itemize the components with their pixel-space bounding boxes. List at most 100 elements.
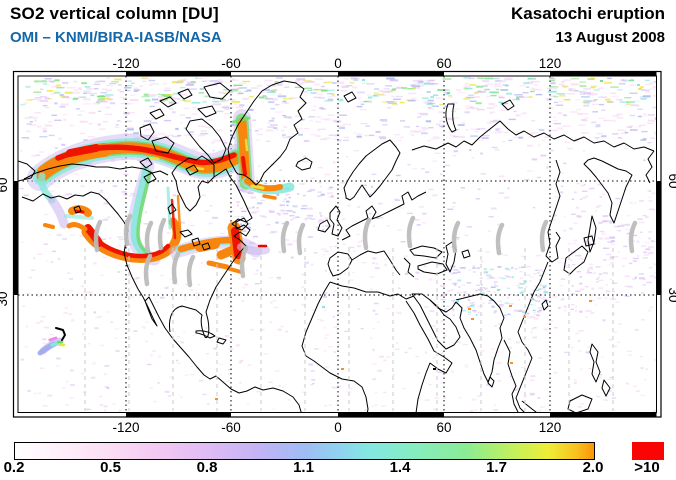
noise-speck — [521, 366, 526, 369]
noise-speck — [624, 285, 631, 287]
noise-speck — [537, 397, 541, 399]
noise-speck — [239, 104, 245, 107]
noise-speck — [121, 190, 127, 193]
noise-speck — [303, 80, 312, 82]
noise-speck — [630, 84, 637, 86]
noise-speck — [591, 103, 599, 106]
noise-speck — [552, 116, 556, 119]
noise-speck — [276, 276, 282, 279]
noise-speck — [488, 216, 494, 218]
noise-speck — [56, 87, 65, 89]
noise-speck — [147, 363, 152, 366]
noise-speck — [448, 95, 452, 97]
noise-speck — [542, 296, 545, 299]
coastline-path — [301, 281, 369, 413]
noise-speck — [476, 128, 481, 130]
noise-speck — [553, 101, 559, 104]
noise-speck — [321, 225, 325, 227]
noise-speck — [311, 89, 319, 91]
noise-speck — [157, 382, 160, 384]
noise-speck — [397, 312, 402, 314]
noise-speck — [295, 216, 300, 218]
noise-speck — [442, 78, 452, 80]
noise-speck — [57, 257, 61, 260]
noise-speck — [236, 87, 240, 90]
noise-speck — [544, 291, 549, 293]
noise-speck — [428, 278, 433, 281]
noise-speck — [378, 90, 383, 92]
noise-speck — [570, 83, 578, 86]
noise-speck — [566, 93, 576, 95]
noise-speck — [106, 84, 114, 87]
noise-speck — [313, 252, 318, 254]
noise-speck — [437, 89, 446, 91]
noise-speck — [650, 306, 653, 309]
noise-speck — [486, 121, 493, 124]
noise-speck — [463, 291, 467, 294]
colorbar-tick-label: 0.2 — [3, 459, 25, 476]
coastline-path — [201, 242, 211, 251]
noise-speck — [209, 80, 219, 82]
noise-speck — [516, 98, 521, 101]
noise-speck — [289, 215, 295, 217]
noise-speck — [604, 81, 612, 84]
noise-speck — [223, 92, 227, 95]
noise-speck — [560, 278, 566, 280]
noise-speck — [106, 77, 110, 79]
noise-speck — [322, 254, 325, 256]
noise-speck — [583, 105, 590, 107]
noise-speck — [369, 212, 372, 215]
noise-speck — [43, 127, 47, 130]
data-gap-streak — [144, 220, 154, 254]
noise-speck — [169, 102, 179, 105]
noise-speck — [653, 131, 657, 133]
noise-speck — [42, 405, 48, 407]
noise-speck — [29, 121, 33, 123]
y-axis-label-left: 60 — [0, 177, 10, 192]
noise-speck — [186, 81, 196, 84]
so2-plume-stroke — [64, 214, 94, 220]
noise-speck — [218, 79, 222, 81]
noise-speck — [612, 114, 620, 117]
noise-speck — [575, 310, 578, 312]
coastline-path — [191, 237, 201, 247]
noise-speck — [124, 356, 128, 358]
noise-speck — [333, 161, 336, 164]
noise-speck — [102, 219, 108, 221]
noise-speck — [440, 298, 446, 301]
noise-speck — [461, 267, 466, 269]
noise-speck — [273, 306, 279, 309]
noise-speck — [555, 196, 559, 198]
noise-speck — [449, 134, 456, 137]
colorbar-tick-label: 0.8 — [196, 459, 218, 476]
noise-speck — [303, 155, 306, 158]
noise-speck — [499, 80, 507, 83]
noise-speck — [387, 107, 392, 109]
noise-speck — [496, 362, 502, 364]
noise-speck — [643, 378, 647, 381]
coastline-path — [177, 88, 193, 100]
noise-speck — [62, 238, 68, 240]
noise-speck — [552, 129, 558, 132]
noise-speck — [560, 257, 565, 260]
noise-speck — [362, 184, 367, 186]
noise-speck — [398, 207, 405, 209]
noise-speck — [493, 312, 496, 314]
noise-speck — [157, 93, 162, 95]
noise-speck — [597, 297, 602, 300]
noise-speck — [268, 231, 275, 234]
noise-speck — [630, 129, 638, 131]
noise-speck — [608, 178, 611, 181]
noise-speck — [612, 312, 615, 315]
noise-speck — [599, 103, 604, 106]
noise-speck — [287, 243, 293, 246]
noise-speck — [532, 304, 536, 306]
noise-speck — [233, 102, 238, 105]
noise-speck — [432, 305, 436, 307]
noise-speck — [538, 288, 541, 291]
noise-speck — [581, 190, 588, 192]
noise-speck — [95, 316, 100, 319]
noise-speck — [69, 397, 74, 399]
noise-speck — [602, 319, 606, 322]
noise-speck — [490, 94, 497, 97]
